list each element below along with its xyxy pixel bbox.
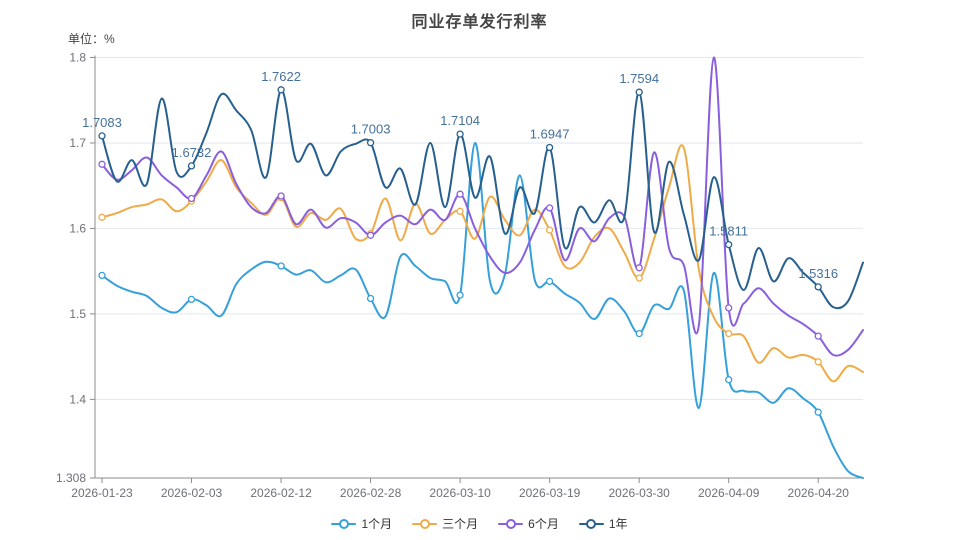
data-point-marker [456, 291, 464, 299]
data-point-marker [456, 190, 464, 198]
data-point-marker [725, 376, 733, 384]
data-point-marker [635, 274, 643, 282]
point-value-label: 1.7594 [619, 71, 659, 86]
point-labels: 1.7083 1.6732 1.7622 1.7003 1.7104 1.6947 1.75… [82, 69, 838, 281]
data-point-marker [725, 329, 733, 338]
data-point-marker [725, 240, 733, 249]
data-point-marker [814, 283, 822, 291]
point-value-label: 1.7104 [440, 113, 480, 128]
x-axis-tick-label: 2026-03-30 [608, 486, 670, 500]
chart-title: 同业存单发行利率 [411, 14, 548, 31]
legend-line-circle-icon [498, 519, 524, 529]
point-value-label: 1.7622 [261, 69, 301, 84]
series-line-0 [98, 141, 864, 479]
legend-item-label: 1个月 [361, 517, 393, 531]
y-axis-tick-label: 1.5 [69, 307, 86, 321]
y-axis-unit-label: 单位：% [68, 32, 115, 46]
data-point-marker [545, 277, 554, 286]
chart-legend: 1个月 三个月 6个月 1年 [0, 515, 959, 532]
data-point-marker [366, 231, 375, 239]
data-point-marker [545, 143, 554, 152]
data-point-marker [545, 226, 554, 234]
legend-line-circle-icon [578, 519, 604, 529]
legend-line-circle-icon [331, 519, 357, 529]
legend-item-1[interactable]: 三个月 [412, 515, 478, 532]
series-path-1 [101, 144, 864, 383]
y-axis-tick-label: 1.7 [69, 136, 86, 150]
point-value-label: 1.5811 [709, 224, 748, 239]
data-point-marker [635, 329, 643, 338]
data-point-marker [814, 358, 822, 366]
legend-item-label: 6个月 [528, 517, 559, 531]
data-point-marker [545, 204, 554, 212]
legend-item-label: 三个月 [442, 517, 479, 531]
x-axis-tick-label: 2026-04-20 [788, 486, 850, 500]
x-axis-tick-label: 2026-01-23 [71, 486, 133, 500]
legend-item-3[interactable]: 1年 [578, 515, 628, 532]
y-axis-tick-label: 1.8 [69, 51, 86, 65]
data-point-marker [277, 192, 285, 200]
point-value-label: 1.5316 [798, 266, 838, 281]
point-value-label: 1.6947 [530, 127, 570, 142]
series-path-0 [101, 141, 864, 479]
data-point-marker [725, 304, 733, 312]
x-axis-tick-label: 2026-04-09 [698, 486, 760, 500]
data-point-marker [277, 262, 285, 270]
y-axis-tick-label: 1.308 [56, 471, 86, 485]
legend-line-circle-icon [412, 519, 438, 529]
x-axis-tick-label: 2026-03-19 [519, 486, 581, 500]
x-axis-tick-label: 2026-02-03 [161, 486, 223, 500]
data-point-marker [814, 408, 822, 416]
data-point-marker [635, 264, 643, 272]
series-path-2 [101, 56, 864, 357]
data-point-marker [366, 139, 375, 147]
data-point-marker [456, 207, 464, 215]
series-line-1 [98, 144, 864, 383]
legend-item-label: 1年 [608, 517, 628, 531]
legend-item-2[interactable]: 6个月 [498, 515, 559, 532]
series-line-2 [98, 56, 864, 357]
legend-item-0[interactable]: 1个月 [331, 515, 392, 532]
data-point-marker [98, 132, 106, 140]
x-axis-tick-label: 2026-03-10 [429, 486, 491, 500]
series-line-3 [98, 86, 864, 310]
data-point-marker [98, 213, 106, 221]
data-point-marker [187, 162, 196, 170]
data-point-marker [98, 271, 106, 280]
data-point-marker [635, 88, 643, 96]
data-point-marker [187, 295, 196, 304]
x-axis-tick-label: 2026-02-12 [250, 486, 312, 500]
data-point-marker [277, 86, 285, 94]
x-axis-tick-label: 2026-02-28 [340, 486, 402, 500]
y-axis-tick-label: 1.6 [69, 221, 86, 235]
data-point-marker [366, 294, 375, 303]
point-value-label: 1.7003 [351, 122, 391, 137]
data-point-marker [814, 332, 822, 340]
series-group [98, 56, 864, 479]
y-axis-tick-label: 1.4 [69, 392, 86, 406]
data-point-marker [98, 160, 106, 168]
data-point-marker [456, 130, 464, 138]
point-value-label: 1.7083 [82, 115, 122, 130]
data-point-marker [187, 194, 196, 203]
point-value-label: 1.6732 [172, 145, 212, 160]
